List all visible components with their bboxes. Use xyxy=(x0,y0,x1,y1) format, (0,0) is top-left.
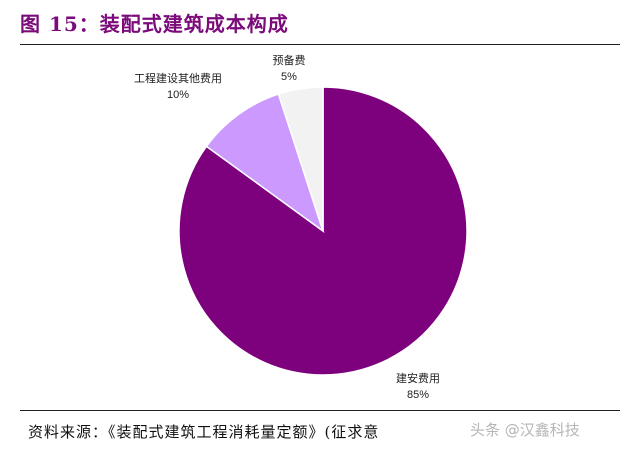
pie-slices xyxy=(178,86,468,376)
pie-slice xyxy=(277,86,324,232)
slice-label: 工程建设其他费用 xyxy=(134,71,222,85)
top-divider xyxy=(20,44,620,45)
slice-label: 建安费用 xyxy=(396,371,440,385)
watermark: 头条 @汉鑫科技 xyxy=(470,421,580,439)
source-note: 资料来源：《装配式建筑工程消耗量定额》(征求意 xyxy=(28,423,380,441)
figure-title: 图 15：装配式建筑成本构成 xyxy=(20,12,289,36)
pie-slice xyxy=(205,93,325,233)
slice-value-label: 10% xyxy=(167,89,189,101)
pie-labels: 建安费用 85% 工程建设其他费用 10% 预备费 5% xyxy=(134,53,440,401)
slice-label: 预备费 xyxy=(273,53,306,67)
bottom-divider xyxy=(20,410,620,411)
slice-value-label: 5% xyxy=(281,71,297,83)
slice-value-label: 85% xyxy=(407,389,429,401)
